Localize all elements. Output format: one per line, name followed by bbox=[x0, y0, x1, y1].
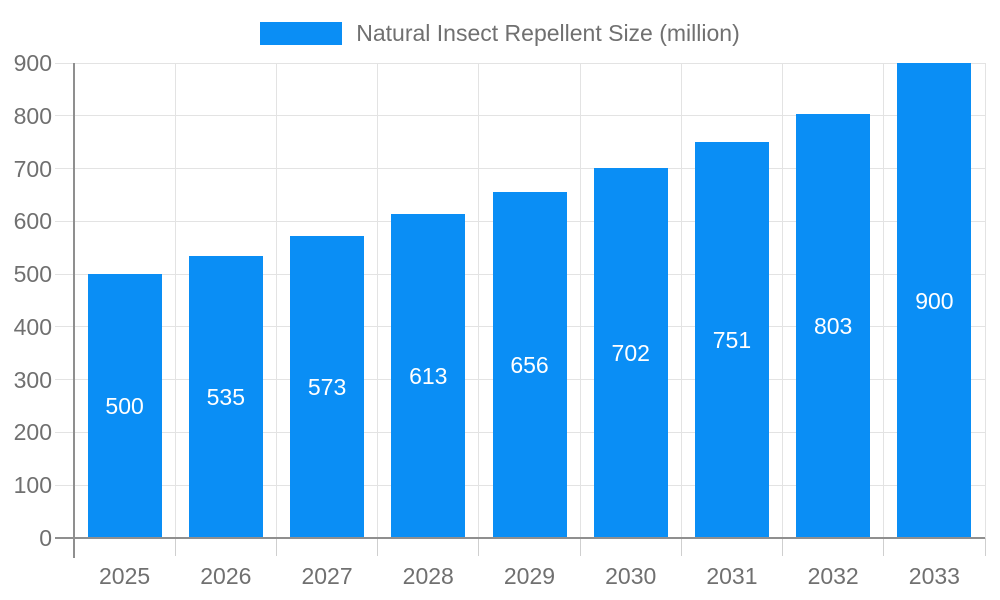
bar-value-label: 803 bbox=[813, 313, 853, 340]
x-axis-tick bbox=[174, 538, 176, 556]
gridline-vertical bbox=[984, 63, 986, 538]
y-tick-label: 400 bbox=[13, 313, 52, 340]
gridline-vertical bbox=[680, 63, 682, 538]
bar-value-label: 535 bbox=[206, 383, 246, 410]
x-tick-label: 2030 bbox=[605, 563, 657, 589]
x-axis-tick bbox=[377, 538, 379, 556]
legend-swatch bbox=[260, 22, 343, 45]
bar: 656 bbox=[492, 191, 567, 538]
gridline-vertical bbox=[174, 63, 176, 538]
y-tick-label: 0 bbox=[39, 525, 52, 551]
gridline-vertical bbox=[579, 63, 581, 538]
x-axis-tick bbox=[782, 538, 784, 556]
x-axis-tick bbox=[883, 538, 885, 556]
bar: 535 bbox=[188, 255, 263, 538]
x-tick-label: 2033 bbox=[908, 563, 960, 589]
x-tick-label: 2028 bbox=[402, 563, 454, 589]
gridline-vertical bbox=[883, 63, 885, 538]
y-tick-label: 300 bbox=[13, 366, 52, 393]
x-tick-label: 2025 bbox=[99, 563, 151, 589]
x-tick-label: 2031 bbox=[706, 563, 758, 589]
x-axis-tick bbox=[579, 538, 581, 556]
bar-value-label: 702 bbox=[611, 339, 650, 366]
y-axis-line bbox=[73, 63, 75, 558]
bar: 900 bbox=[897, 63, 972, 538]
bar: 613 bbox=[391, 214, 466, 538]
x-tick-label: 2026 bbox=[200, 563, 252, 589]
gridline-vertical bbox=[782, 63, 784, 538]
bar-value-label: 900 bbox=[915, 287, 954, 314]
gridline-vertical bbox=[275, 63, 277, 538]
x-axis-tick bbox=[984, 538, 986, 556]
bar-value-label: 656 bbox=[510, 351, 549, 378]
x-tick-label: 2027 bbox=[301, 563, 353, 589]
gridline-vertical bbox=[478, 63, 480, 538]
y-tick-label: 700 bbox=[13, 155, 52, 182]
x-tick-label: 2029 bbox=[503, 563, 556, 589]
x-axis-tick bbox=[478, 538, 480, 556]
legend: Natural Insect Repellent Size (million) bbox=[0, 20, 1000, 47]
bar: 803 bbox=[796, 114, 871, 538]
gridline-vertical bbox=[377, 63, 379, 538]
bar: 573 bbox=[290, 235, 365, 538]
x-axis-tick bbox=[680, 538, 682, 556]
x-tick-label: 2032 bbox=[807, 563, 859, 589]
bar: 500 bbox=[87, 274, 162, 538]
y-tick-label: 200 bbox=[13, 419, 52, 446]
x-axis-tick bbox=[275, 538, 277, 556]
bar-value-label: 573 bbox=[307, 373, 347, 400]
y-tick-label: 800 bbox=[13, 102, 52, 129]
legend-label: Natural Insect Repellent Size (million) bbox=[356, 20, 740, 46]
bar-value-label: 613 bbox=[409, 363, 448, 390]
y-tick-label: 900 bbox=[13, 50, 52, 76]
bar: 702 bbox=[593, 167, 668, 538]
bar-value-label: 751 bbox=[712, 326, 752, 353]
y-tick-label: 100 bbox=[13, 472, 52, 499]
y-tick-label: 600 bbox=[13, 208, 52, 235]
bar: 751 bbox=[694, 141, 769, 538]
bar-value-label: 500 bbox=[105, 393, 144, 420]
y-tick-label: 500 bbox=[13, 261, 52, 288]
gridline-horizontal bbox=[55, 62, 985, 64]
